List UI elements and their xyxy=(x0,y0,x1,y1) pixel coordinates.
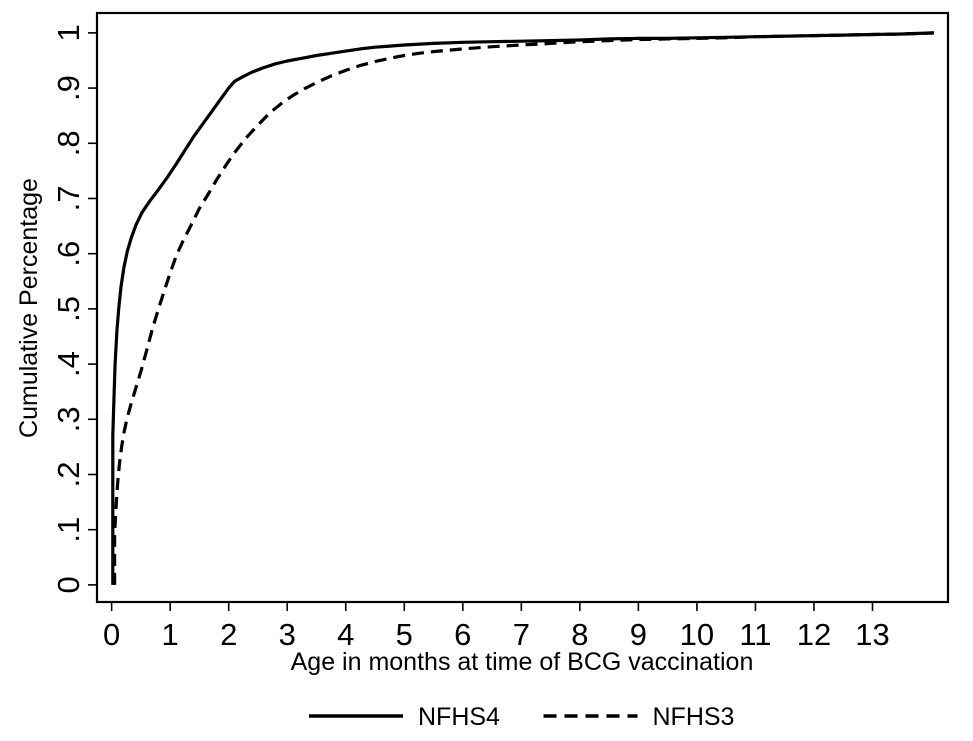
x-tick-label: 4 xyxy=(337,617,354,652)
x-tick-label: 7 xyxy=(513,617,530,652)
series-line-nfhs4 xyxy=(111,31,935,585)
y-tick-label: 1 xyxy=(51,24,86,41)
y-tick-label: .4 xyxy=(51,351,86,377)
x-axis-tick-labels: 0 1 2 3 4 5 6 7 8 9 10 11 12 13 xyxy=(103,617,890,652)
x-tick-label: 5 xyxy=(396,617,413,652)
y-tick-label: .5 xyxy=(51,296,86,322)
y-tick-label: .7 xyxy=(51,186,86,212)
x-tick-label: 6 xyxy=(454,617,471,652)
y-tick-label: .8 xyxy=(51,130,86,156)
y-tick-label: .3 xyxy=(51,406,86,432)
plot-frame xyxy=(95,11,950,604)
y-axis-title: Cumulative Percentage xyxy=(15,178,43,438)
plot-area xyxy=(97,13,948,602)
y-tick-label: 0 xyxy=(51,576,86,593)
x-tick-label: 13 xyxy=(855,617,889,652)
y-tick-label: .1 xyxy=(51,517,86,543)
x-tick-label: 1 xyxy=(162,617,179,652)
data-series xyxy=(111,31,935,585)
x-tick-label: 10 xyxy=(680,617,714,652)
y-tick-label: .9 xyxy=(51,75,86,101)
y-axis-tick-labels: 0 .1 .2 .3 .4 .5 .6 .7 .8 .9 1 xyxy=(51,24,86,593)
y-tick-label: .6 xyxy=(51,241,86,267)
series-line-nfhs3 xyxy=(113,31,935,585)
x-tick-label: 12 xyxy=(797,617,831,652)
x-axis-ticks xyxy=(110,602,874,611)
x-tick-label: 9 xyxy=(630,617,647,652)
x-tick-label: 0 xyxy=(103,617,120,652)
x-axis-title: Age in months at time of BCG vaccination xyxy=(291,648,754,676)
x-tick-label: 2 xyxy=(220,617,237,652)
x-tick-label: 3 xyxy=(279,617,296,652)
legend-label: NFHS4 xyxy=(418,703,500,731)
y-tick-label: .2 xyxy=(51,462,86,488)
legend-label: NFHS3 xyxy=(653,703,735,731)
legend: NFHS4 NFHS3 xyxy=(309,703,734,731)
x-tick-label: 8 xyxy=(571,617,588,652)
x-tick-label: 11 xyxy=(739,617,771,652)
y-axis-ticks xyxy=(88,32,97,586)
